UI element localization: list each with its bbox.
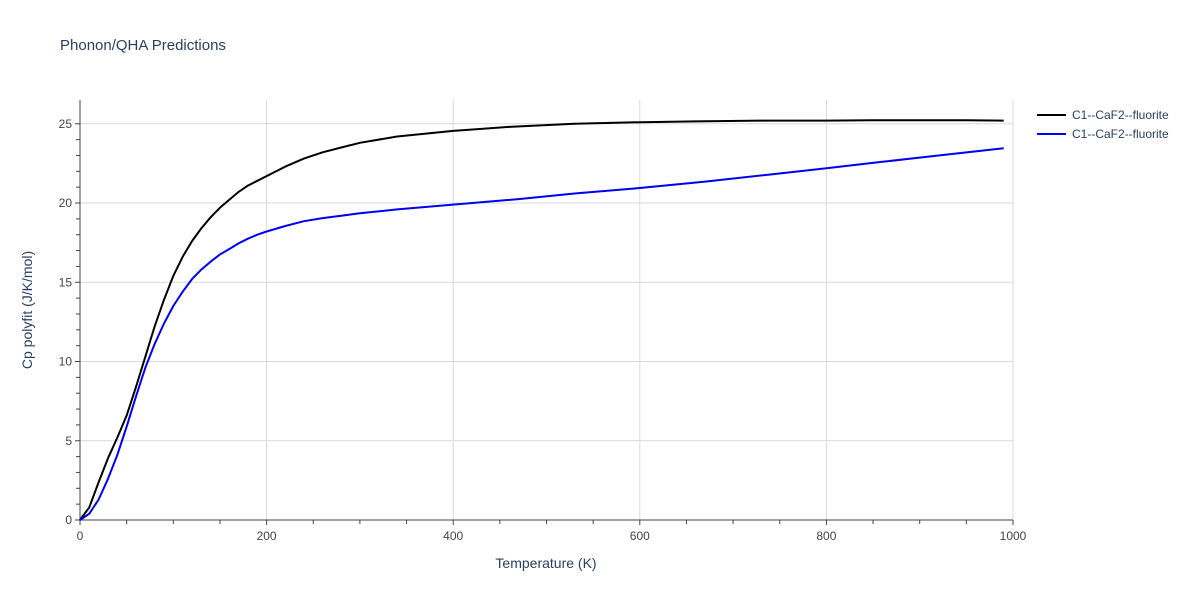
y-tick-label: 10 — [59, 355, 73, 369]
axes: 0 200 400 600 800 1000 0 5 10 15 20 25 — [59, 100, 1027, 543]
x-tick-label: 1000 — [1000, 529, 1027, 543]
series-layer — [79, 119, 1004, 521]
chart-title: Phonon/QHA Predictions — [60, 37, 226, 54]
y-tick-label: 20 — [59, 196, 73, 210]
series-line-1 — [79, 119, 1004, 521]
y-tick-label: 25 — [59, 117, 73, 131]
grid — [80, 100, 1014, 520]
legend-label[interactable]: C1--CaF2--fluorite — [1072, 127, 1169, 141]
y-axis-title: Cp polyfit (J/K/mol) — [19, 251, 35, 369]
x-tick-label: 800 — [816, 529, 836, 543]
legend-label[interactable]: C1--CaF2--fluorite — [1072, 108, 1169, 122]
y-tick-label: 15 — [59, 275, 73, 289]
x-tick-label: 600 — [630, 529, 650, 543]
y-tick-label: 0 — [65, 513, 72, 527]
legend[interactable]: C1--CaF2--fluorite C1--CaF2--fluorite — [1037, 108, 1169, 141]
x-axis-title: Temperature (K) — [495, 555, 596, 571]
series-line-2 — [79, 147, 1004, 521]
x-tick-label: 200 — [257, 529, 277, 543]
x-tick-label: 400 — [443, 529, 463, 543]
y-tick-label: 5 — [65, 434, 72, 448]
x-tick-label: 0 — [77, 529, 84, 543]
